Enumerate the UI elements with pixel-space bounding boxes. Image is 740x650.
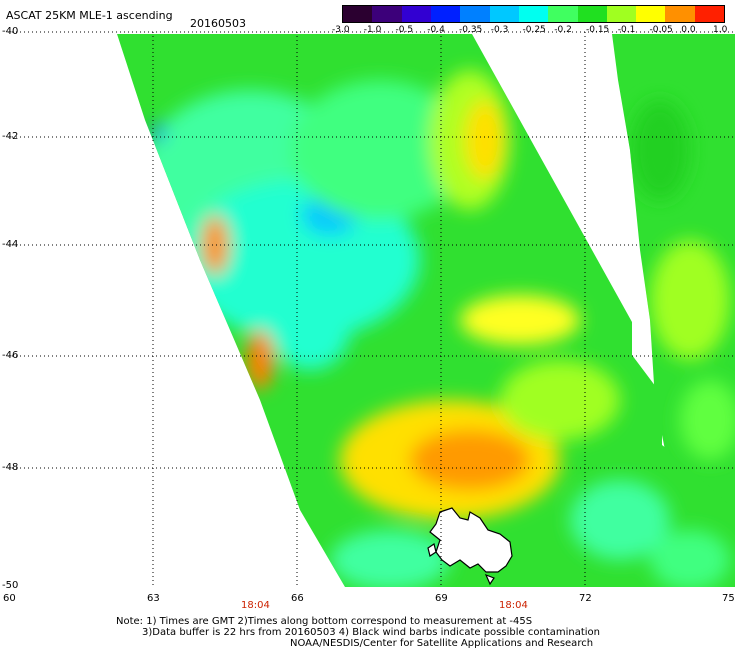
colorbar-tick-label: -0.1 [617,25,636,35]
colorbar-tick-label: -0.05 [649,25,673,35]
colorbar-swatch [372,6,402,22]
map-date: 20160503 [190,17,246,30]
island-outline [427,507,513,586]
x-label-60: 60 [3,593,16,604]
x-label-72: 72 [579,593,592,604]
x-label-75: 75 [722,593,735,604]
colorbar-swatch [636,6,666,22]
colorbar-ticks: -3.0 -1.0 -0.5 -0.4 -0.35 -0.3 -0.25 -0.2 -0.15-… [330,24,740,36]
colorbar-swatch [665,6,695,22]
colorbar-swatch [518,6,549,22]
colorbar-swatch [460,6,490,22]
grid [8,31,735,587]
y-label-40: -40 [2,26,19,37]
colorbar-tick-label: -0.15 [586,25,610,35]
y-label-44: -44 [2,239,19,250]
y-label-42: -42 [2,131,19,142]
colorbar-swatch [577,6,607,22]
y-label-46: -46 [2,350,19,361]
colorbar-tick-label: -0.3 [490,25,509,35]
colorbar [342,5,725,23]
footer-note-2: 3)Data buffer is 22 hrs from 20160503 4)… [142,627,600,638]
colorbar-tick-label: 0.0 [681,25,696,35]
colorbar-swatch [694,6,725,22]
x-label-69: 69 [435,593,448,604]
y-label-50: -50 [2,580,19,591]
colorbar-tick-label: -1.0 [363,25,382,35]
colorbar-tick-label: -3.0 [332,25,350,35]
map-title: ASCAT 25KM MLE-1 ascending [6,9,173,22]
colorbar-swatch [343,6,373,22]
colorbar-swatch [606,6,637,22]
colorbar-tick-label: 1.0 [713,25,728,35]
x-label-66: 66 [291,593,304,604]
y-label-48: -48 [2,462,19,473]
colorbar-tick-label: -0.25 [522,25,546,35]
colorbar-tick-label: -0.4 [427,25,445,35]
colorbar-swatch [548,6,578,22]
time-label-right: 18:04 [499,600,528,611]
colorbar-tick-label: -0.2 [554,25,572,35]
colorbar-tick-label: -0.5 [395,25,414,35]
colorbar-swatch [401,6,431,22]
time-label-left: 18:04 [241,600,270,611]
footer-credit: NOAA/NESDIS/Center for Satellite Applica… [290,638,594,649]
colorbar-swatch [489,6,519,22]
x-label-63: 63 [147,593,160,604]
footer-note-1: Note: 1) Times are GMT 2)Times along bot… [116,616,533,627]
colorbar-tick-label: -0.35 [459,25,483,35]
colorbar-swatch [430,6,461,22]
